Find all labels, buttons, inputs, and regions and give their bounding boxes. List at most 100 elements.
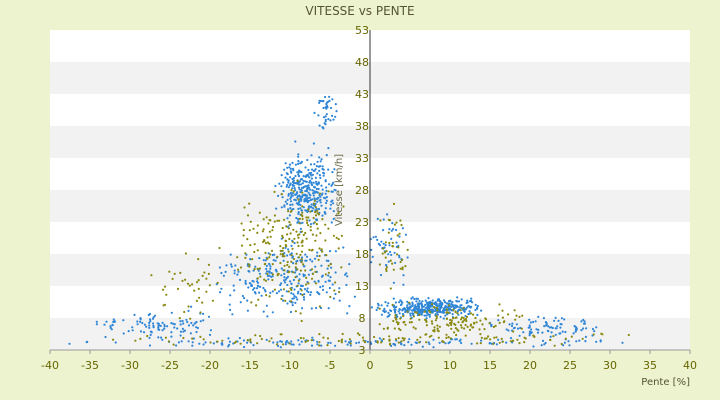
data-point xyxy=(327,271,330,274)
data-point xyxy=(462,307,465,310)
data-point xyxy=(256,284,259,287)
data-point xyxy=(267,278,270,281)
data-point xyxy=(283,281,287,284)
data-point xyxy=(511,322,514,325)
data-point xyxy=(456,296,459,299)
data-point xyxy=(176,287,180,290)
data-point xyxy=(314,180,318,183)
data-point xyxy=(289,191,292,195)
data-point xyxy=(294,301,297,304)
data-point xyxy=(388,339,391,342)
data-point xyxy=(453,331,456,334)
data-point xyxy=(457,321,460,324)
data-point xyxy=(297,212,300,215)
data-point xyxy=(305,289,308,292)
data-point xyxy=(216,281,219,284)
data-point xyxy=(253,267,256,271)
data-point xyxy=(463,318,466,321)
data-point xyxy=(262,228,265,231)
data-point xyxy=(300,256,304,259)
data-point xyxy=(303,200,306,203)
data-point xyxy=(261,230,264,233)
data-point xyxy=(325,201,328,205)
data-point xyxy=(480,339,483,342)
data-point xyxy=(290,288,293,292)
data-point xyxy=(234,340,238,343)
data-point xyxy=(182,336,185,340)
data-point xyxy=(321,288,325,291)
data-point xyxy=(310,203,313,206)
data-point xyxy=(371,255,374,258)
data-point xyxy=(390,237,393,240)
data-point xyxy=(337,212,340,215)
data-point xyxy=(323,95,327,99)
data-point xyxy=(406,300,409,303)
data-point xyxy=(399,328,402,332)
data-point xyxy=(187,324,191,327)
data-point xyxy=(152,316,155,319)
data-point xyxy=(507,313,510,316)
data-point xyxy=(503,320,506,323)
data-point xyxy=(291,187,294,190)
data-point xyxy=(278,219,281,222)
data-point xyxy=(304,269,307,272)
data-point xyxy=(328,183,331,186)
data-point xyxy=(197,258,200,261)
data-point xyxy=(303,298,306,301)
data-point xyxy=(550,331,553,334)
data-point xyxy=(285,290,288,293)
data-point xyxy=(297,218,300,221)
data-point xyxy=(319,165,322,168)
data-point xyxy=(320,275,324,278)
data-point xyxy=(250,284,253,288)
y-tick-label: 33 xyxy=(355,152,369,165)
data-point xyxy=(468,328,472,331)
data-point xyxy=(479,342,482,345)
data-point xyxy=(312,339,315,342)
data-point xyxy=(445,302,448,305)
data-point xyxy=(458,306,461,309)
data-point xyxy=(402,274,405,277)
data-point xyxy=(408,338,411,341)
x-tick-label: 25 xyxy=(563,359,577,372)
data-point xyxy=(287,186,290,189)
data-point xyxy=(149,318,152,321)
data-point xyxy=(399,260,402,264)
data-point xyxy=(537,315,540,318)
data-point xyxy=(318,344,321,347)
data-point xyxy=(149,320,152,323)
data-point xyxy=(202,343,205,346)
x-tick-label: 35 xyxy=(643,359,657,372)
data-point xyxy=(497,319,500,322)
data-point xyxy=(318,156,321,159)
data-point xyxy=(334,281,337,284)
data-point xyxy=(409,305,412,308)
data-point xyxy=(417,306,420,309)
data-point xyxy=(445,336,448,339)
data-point xyxy=(186,282,190,285)
data-point xyxy=(425,333,428,336)
data-point xyxy=(340,338,344,341)
data-point xyxy=(398,232,401,235)
data-point xyxy=(493,336,496,339)
data-point xyxy=(333,188,336,191)
data-point xyxy=(298,181,301,184)
data-point xyxy=(338,299,341,302)
data-point xyxy=(317,280,320,283)
data-point xyxy=(545,321,548,324)
data-point xyxy=(187,340,190,343)
data-point xyxy=(148,321,151,324)
data-point xyxy=(142,331,146,334)
data-point xyxy=(595,326,598,329)
data-point xyxy=(288,237,291,241)
data-point xyxy=(268,295,271,298)
data-point xyxy=(466,299,469,302)
data-point xyxy=(460,326,463,329)
data-point xyxy=(291,167,295,170)
data-point xyxy=(305,199,308,202)
data-point xyxy=(439,315,442,318)
data-point xyxy=(387,260,390,263)
data-point xyxy=(240,244,244,247)
data-point xyxy=(264,251,267,254)
data-point xyxy=(387,231,390,234)
